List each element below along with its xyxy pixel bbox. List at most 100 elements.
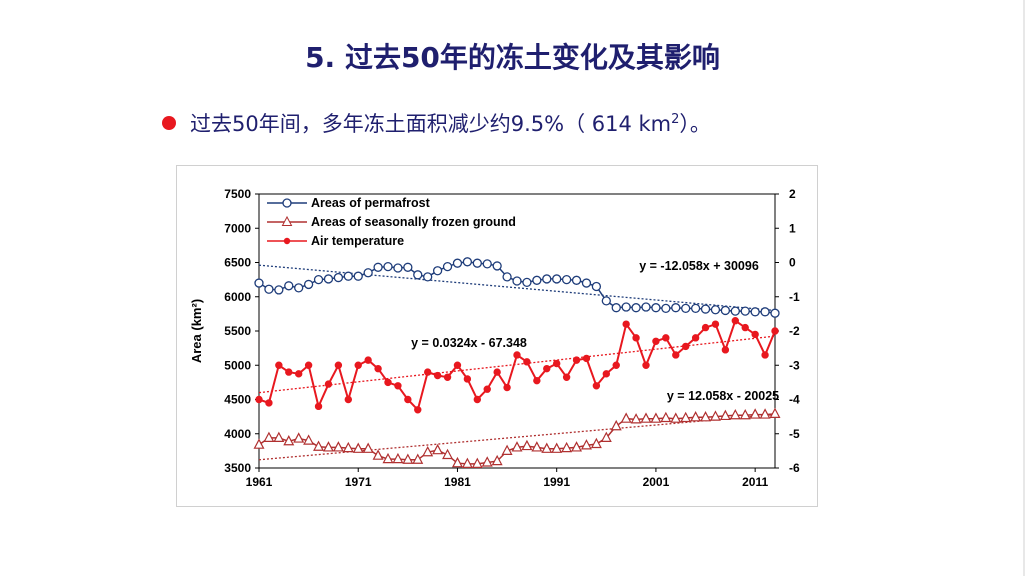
data-point [253, 438, 265, 449]
data-point [602, 370, 611, 378]
data-point [543, 364, 551, 373]
data-point [650, 412, 662, 423]
data-point [580, 439, 592, 450]
data-point [313, 274, 324, 285]
data-point [660, 411, 672, 423]
data-point [473, 395, 482, 404]
bullet-point: 过去50年间，多年冻土面积减少约9.5%（ 614 km2）。 [162, 108, 711, 138]
data-point [502, 272, 512, 282]
data-point [542, 274, 552, 284]
bullet-text: 过去50年间，多年冻土面积减少约9.5%（ 614 km2）。 [190, 108, 711, 138]
data-point [532, 275, 542, 285]
data-point [463, 375, 472, 383]
data-point [651, 303, 661, 313]
bullet-superscript: 2 [671, 112, 680, 127]
data-point [662, 334, 670, 342]
data-point [384, 378, 392, 387]
data-point [294, 370, 303, 378]
data-point [523, 358, 531, 366]
data-point [533, 376, 541, 385]
data-point [710, 305, 721, 315]
data-point [642, 361, 650, 369]
data-point [751, 330, 759, 339]
data-point [571, 275, 582, 285]
data-point [551, 442, 563, 453]
data-point [701, 323, 710, 332]
y-tick-label: 4000 [224, 427, 251, 441]
data-point [691, 334, 700, 342]
data-point [403, 262, 413, 272]
data-point [283, 435, 295, 446]
data-point [453, 361, 462, 369]
y-axis-label: Area (km²) [189, 299, 204, 363]
data-point [323, 274, 334, 284]
data-point [442, 448, 454, 460]
data-point [720, 305, 731, 316]
data-point [373, 262, 383, 272]
data-point [432, 443, 444, 455]
x-tick-label: 1971 [345, 475, 372, 489]
data-point [700, 304, 711, 314]
bullet-dot-icon [162, 116, 176, 130]
data-point [472, 258, 482, 268]
data-point [423, 272, 433, 282]
y-tick-label: 3500 [224, 461, 251, 475]
data-point [670, 412, 682, 423]
legend-label: Areas of permafrost [311, 196, 431, 210]
data-point [769, 407, 781, 418]
data-point [483, 385, 491, 393]
data-point [652, 337, 660, 345]
chart-container: 3500 4000 4500 5000 5500 6000 6500 7000 7500 -6 -5… [176, 165, 818, 507]
data-point [314, 402, 323, 411]
data-point [759, 408, 771, 419]
data-point [690, 411, 702, 422]
data-point [404, 395, 412, 404]
data-point [293, 432, 305, 443]
x-tick-label: 2001 [643, 475, 670, 489]
y2-tick-label: -3 [789, 358, 800, 372]
data-point [343, 271, 353, 281]
data-point [263, 431, 275, 442]
data-point [353, 271, 363, 281]
y-tick-label: 7000 [224, 221, 251, 235]
x-tick-label: 1981 [444, 475, 471, 489]
data-point [513, 351, 521, 359]
data-point [640, 412, 652, 423]
x-tick-label: 1961 [246, 475, 273, 489]
data-point [274, 285, 284, 295]
data-point [334, 361, 343, 369]
data-point [531, 441, 543, 452]
data-point [362, 442, 374, 453]
slide-title: 5. 过去50年的冻土变化及其影响 [305, 41, 720, 74]
data-point [632, 334, 640, 342]
data-point [590, 437, 602, 449]
data-point [462, 257, 473, 267]
data-point [572, 356, 581, 364]
data-point [363, 268, 373, 278]
data-point [561, 441, 573, 453]
data-point [709, 410, 721, 421]
data-point [741, 323, 749, 332]
legend-label: Air temperature [311, 234, 404, 248]
data-point [600, 431, 612, 442]
data-point [511, 441, 523, 452]
trend-equation-label: y = 0.0324x - 67.348 [411, 336, 527, 350]
data-point [621, 302, 631, 312]
y2-tick-label: -6 [789, 461, 800, 475]
data-point [265, 399, 273, 407]
data-point [592, 382, 601, 390]
data-point [303, 434, 315, 445]
data-point [631, 303, 641, 313]
y-tick-label: 7500 [224, 187, 251, 201]
data-point [680, 411, 692, 423]
data-point [770, 308, 780, 318]
data-point [740, 306, 750, 316]
legend-marker [282, 198, 292, 208]
y-tick-label: 5500 [224, 324, 251, 338]
data-point [332, 441, 344, 452]
data-point [582, 354, 591, 363]
y2-tick-label: -5 [789, 427, 800, 441]
data-point [481, 456, 493, 467]
data-point [324, 380, 333, 388]
data-point [771, 327, 779, 335]
